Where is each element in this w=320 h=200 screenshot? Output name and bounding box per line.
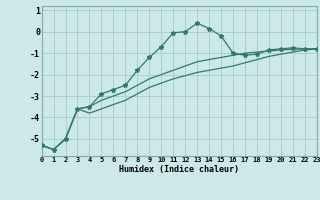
X-axis label: Humidex (Indice chaleur): Humidex (Indice chaleur) — [119, 165, 239, 174]
